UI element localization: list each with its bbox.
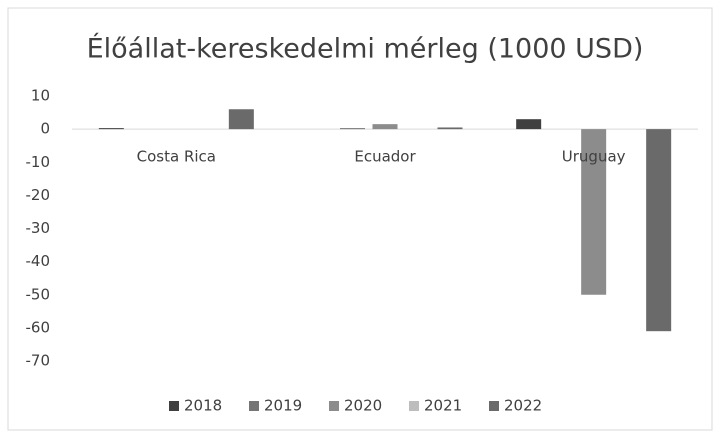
- y-tick-label: -60: [26, 318, 51, 336]
- chart-frame: [7, 7, 713, 431]
- x-tick-label: Uruguay: [562, 148, 626, 166]
- y-tick-label: -20: [26, 186, 51, 204]
- legend-label: 2021: [424, 397, 462, 415]
- x-tick-label: Costa Rica: [137, 148, 216, 166]
- bar: [581, 129, 607, 295]
- bar: [228, 109, 254, 130]
- bar: [98, 128, 124, 130]
- bar: [516, 119, 542, 130]
- legend-label: 2020: [344, 397, 382, 415]
- y-tick-label: -50: [26, 285, 51, 303]
- legend-label: 2019: [264, 397, 302, 415]
- legend-label: 2018: [184, 397, 222, 415]
- y-tick-label: -30: [26, 219, 51, 237]
- legend-swatch: [489, 401, 499, 411]
- x-tick-label: Ecuador: [354, 148, 416, 166]
- y-tick-label: 0: [40, 120, 50, 138]
- y-tick-label: -70: [26, 352, 51, 370]
- bar: [646, 129, 672, 332]
- legend-swatch: [329, 401, 339, 411]
- bar: [340, 128, 365, 130]
- y-tick-label: 10: [31, 87, 50, 105]
- bar: [437, 127, 463, 130]
- y-tick-label: -10: [26, 153, 51, 171]
- chart-title: Élőállat-kereskedelmi mérleg (1000 USD): [87, 33, 644, 65]
- legend-swatch: [169, 401, 179, 411]
- legend-label: 2022: [504, 397, 542, 415]
- bar: [372, 124, 398, 130]
- y-tick-label: -40: [26, 252, 51, 270]
- legend-swatch: [409, 401, 419, 411]
- legend-swatch: [249, 401, 259, 411]
